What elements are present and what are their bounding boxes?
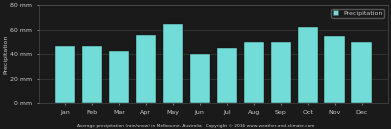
Bar [271, 42, 291, 103]
Bar [298, 27, 318, 103]
Y-axis label: Precipitation: Precipitation [4, 35, 9, 74]
Bar [163, 24, 183, 103]
Bar [109, 51, 129, 103]
Bar [352, 42, 372, 103]
Bar [325, 36, 345, 103]
Bar [190, 54, 210, 103]
Text: Average precipitation (rain/snow) in Melbourne, Australia   Copyright © 2016 www: Average precipitation (rain/snow) in Mel… [77, 124, 314, 128]
Bar [82, 46, 102, 103]
Bar [217, 48, 237, 103]
Bar [136, 35, 156, 103]
Bar [244, 42, 264, 103]
Bar [55, 46, 75, 103]
Legend: Precipitation: Precipitation [331, 9, 384, 18]
